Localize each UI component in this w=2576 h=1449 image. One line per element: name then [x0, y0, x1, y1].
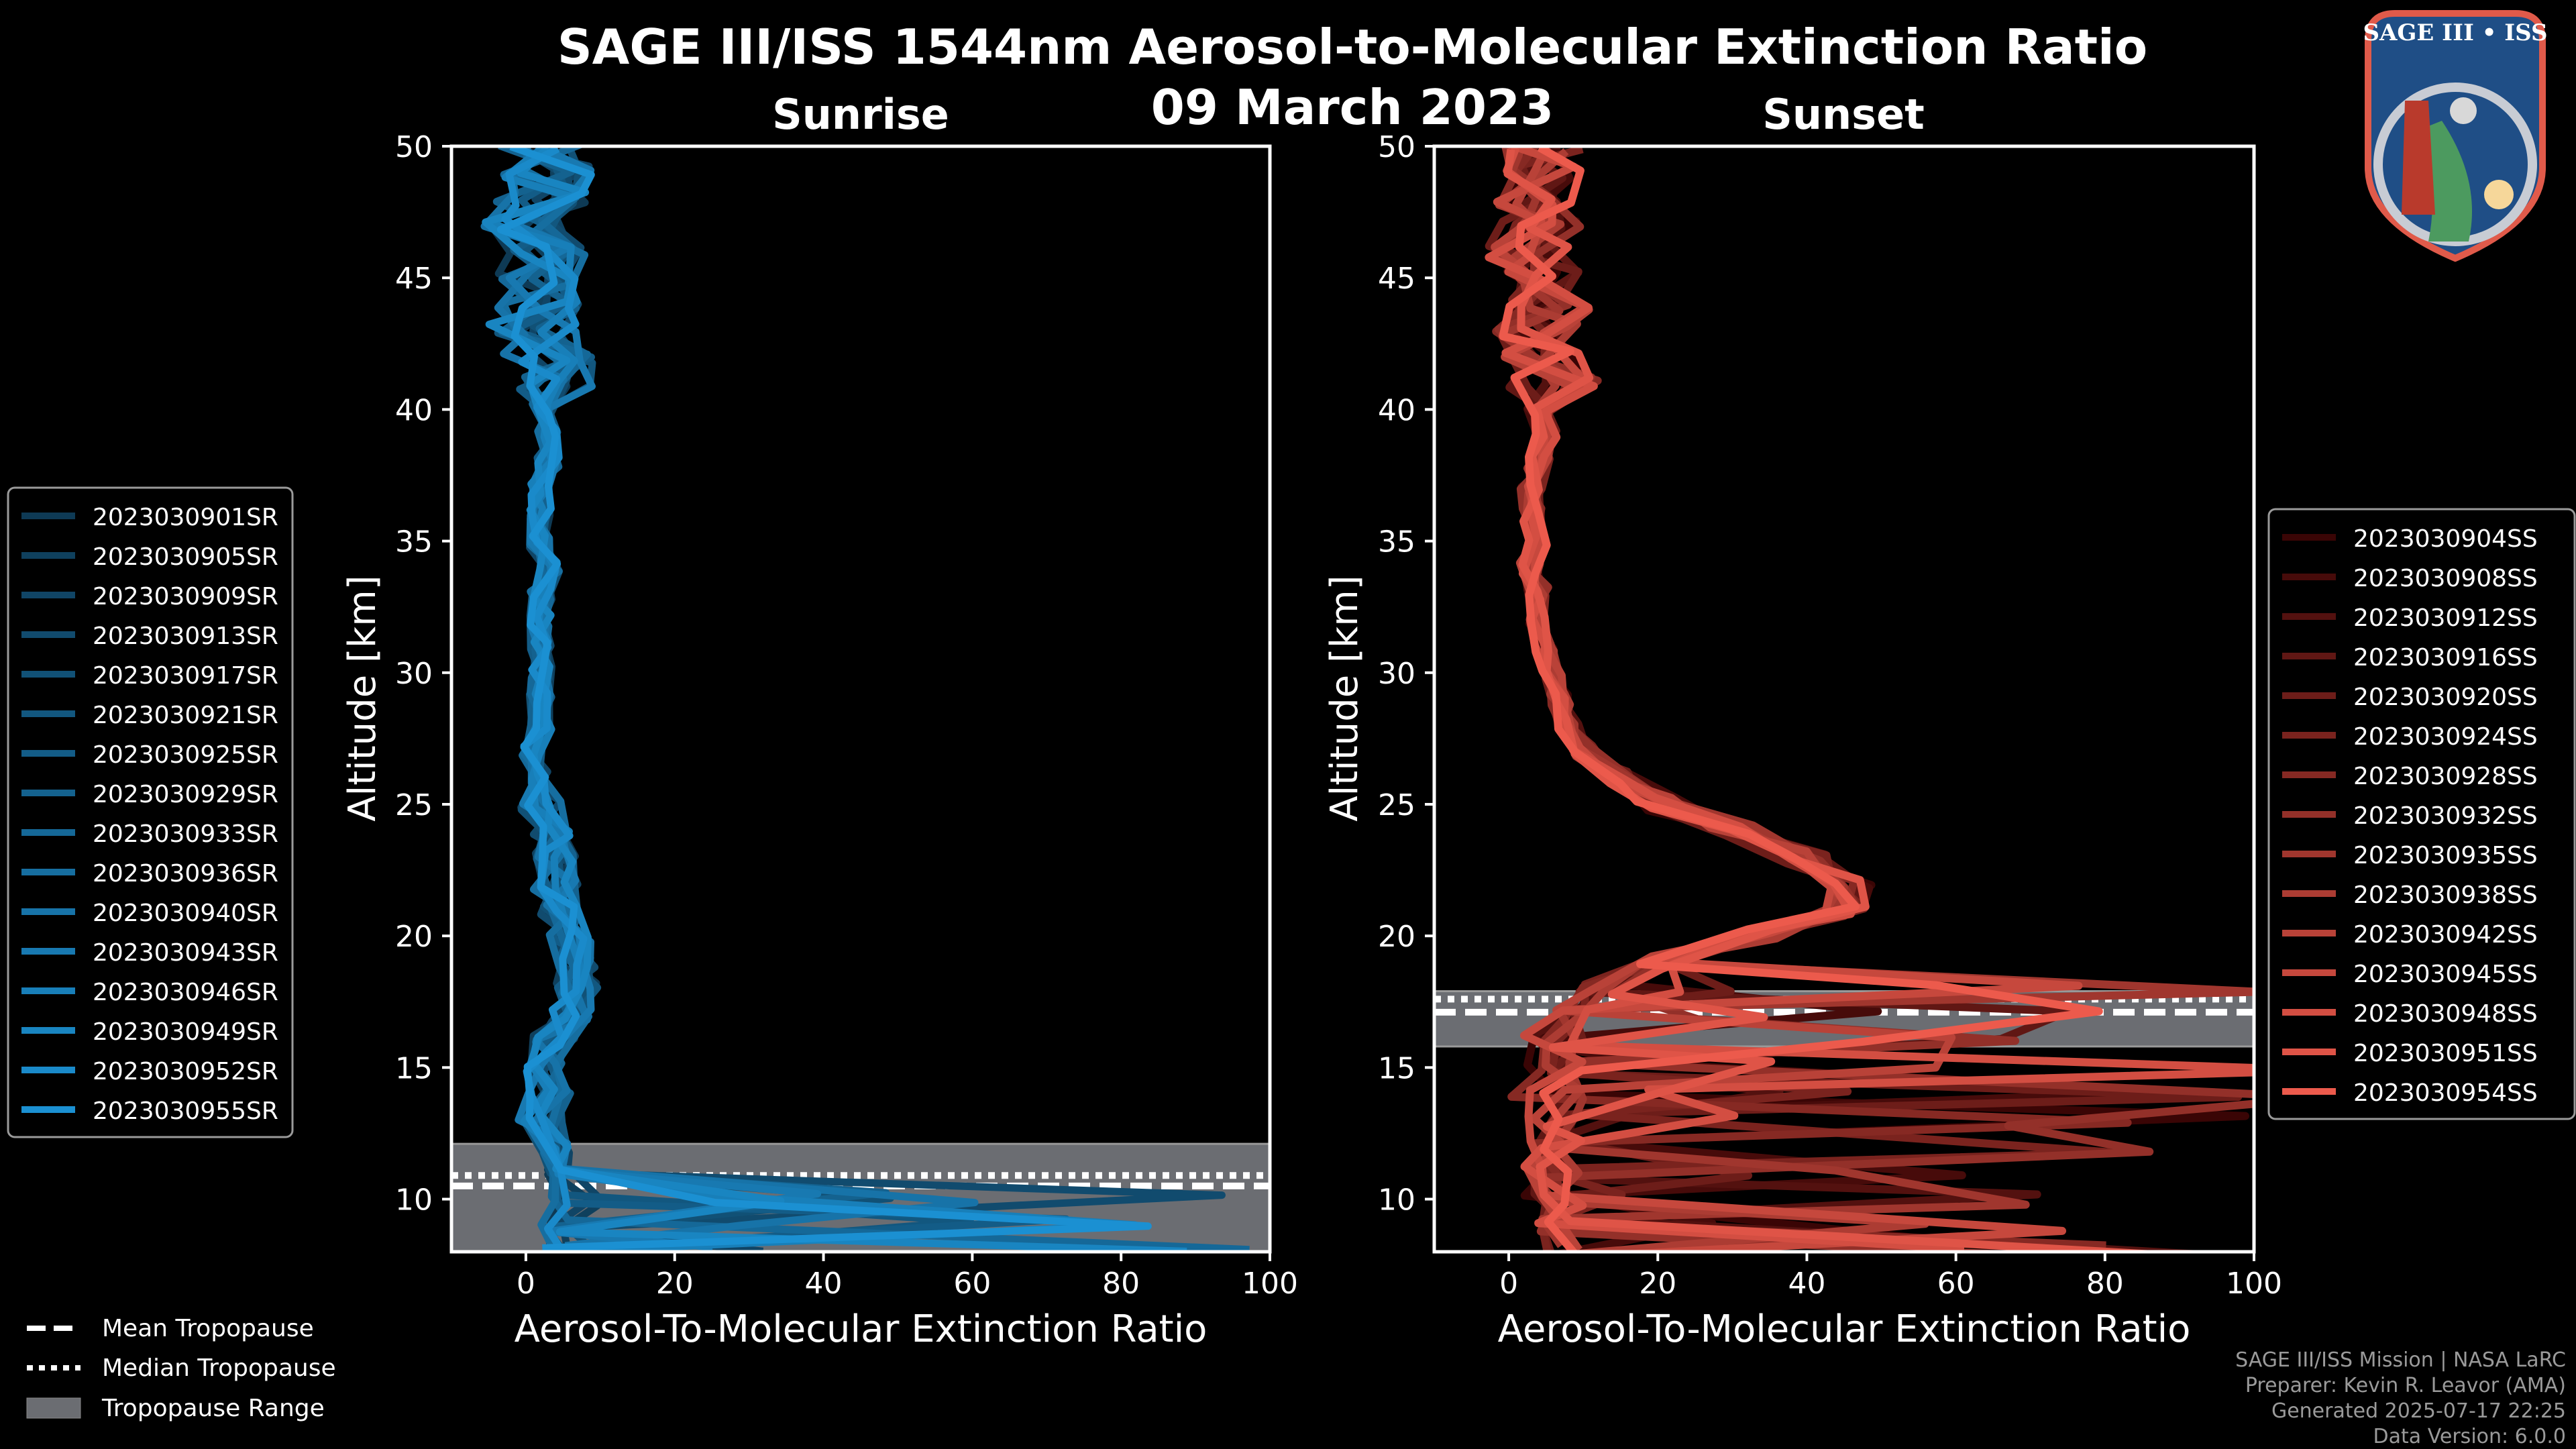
x-axis-label: Aerosol-To-Molecular Extinction Ratio [515, 1307, 1208, 1351]
y-tick-label: 15 [1378, 1051, 1415, 1085]
sunrise-legend: 2023030901SR 2023030905SR 2023030909SR 2023… [7, 486, 294, 1138]
legend-label: 2023030916SS [2353, 644, 2538, 672]
tropopause-range-label: Tropopause Range [101, 1395, 325, 1422]
legend-label: 2023030954SS [2353, 1079, 2538, 1107]
profile-line-2023030925SR [509, 148, 1070, 1252]
sunset-axes-frame [1432, 144, 2256, 1254]
x-axis-label: Aerosol-To-Molecular Extinction Ratio [1498, 1307, 2191, 1351]
profile-line-2023030913SR [510, 146, 1226, 1251]
y-tick-label: 50 [1378, 130, 1415, 164]
y-tick-label: 35 [1378, 525, 1415, 559]
sunset-panel: 0 20 40 60 80 100 10 15 20 25 30 35 40 45 50 Aerosol-To… [1323, 130, 2576, 1351]
legend-label: 2023030940SR [93, 900, 278, 927]
x-tick-label: 80 [1102, 1267, 1140, 1301]
legend-label: 2023030913SR [93, 623, 278, 650]
x-tick-label: 40 [1788, 1267, 1825, 1301]
x-tick-label: 100 [1242, 1267, 1298, 1301]
legend-label: 2023030917SR [93, 662, 278, 690]
legend-label: 2023030932SS [2353, 802, 2538, 830]
sunrise-panel: 0 20 40 60 80 100 10 15 20 25 30 35 40 45 50 Aerosol-To… [7, 130, 1298, 1351]
legend-label: 2023030905SR [93, 543, 278, 571]
svg-text:SAGE III • ISS: SAGE III • ISS [2363, 19, 2547, 46]
sunrise-panel-title: Sunrise [772, 90, 949, 139]
legend-label: 2023030924SS [2353, 723, 2538, 751]
profile-line-2023030954SS [1499, 146, 2103, 1252]
x-tick-label: 20 [1639, 1267, 1676, 1301]
y-tick-label: 20 [395, 920, 433, 954]
legend-label: 2023030933SR [93, 820, 278, 848]
sunset-panel-title: Sunset [1762, 90, 1925, 139]
mean-tropopause-label: Mean Tropopause [102, 1315, 314, 1342]
legend-label: 2023030901SR [93, 504, 278, 531]
figure-date: 09 March 2023 [1151, 79, 1554, 136]
y-tick-label: 50 [395, 130, 433, 164]
sunset-legend: 2023030904SS 2023030908SS 2023030912SS 2023… [2267, 508, 2576, 1120]
y-tick-label: 40 [1378, 393, 1415, 427]
y-axis-label: Altitude [km] [1323, 575, 1366, 821]
footer-mission: SAGE III/ISS Mission | NASA LaRC [2235, 1348, 2566, 1372]
legend-label: 2023030949SR [93, 1018, 278, 1046]
footer-generated: Generated 2025-07-17 22:25 [2271, 1399, 2566, 1423]
footer-preparer: Preparer: Kevin R. Leavor (AMA) [2245, 1374, 2566, 1397]
profile-line-2023030938SS [1495, 148, 1929, 1252]
y-tick-label: 45 [1378, 262, 1415, 296]
x-tick-label: 100 [2226, 1267, 2282, 1301]
y-tick-label: 10 [395, 1183, 433, 1218]
profile-line-2023030949SR [482, 146, 1187, 1252]
y-tick-label: 40 [395, 393, 433, 427]
legend-label: 2023030946SR [93, 979, 278, 1006]
legend-box [7, 486, 294, 1138]
footer-data-version: Data Version: 6.0.0 [2373, 1425, 2566, 1448]
legend-label: 2023030938SS [2353, 881, 2538, 909]
sage-iii-iss-logo: SAGE III • ISS [2363, 10, 2548, 262]
y-tick-label: 10 [1378, 1183, 1415, 1218]
y-tick-label: 30 [395, 657, 433, 691]
x-tick-label: 60 [1937, 1267, 1975, 1301]
legend-label: 2023030936SR [93, 860, 278, 888]
y-tick-label: 20 [1378, 920, 1415, 954]
legend-label: 2023030945SS [2353, 961, 2538, 988]
x-tick-label: 20 [656, 1267, 694, 1301]
y-tick-label: 25 [395, 788, 433, 822]
profile-line-2023030955SR [496, 146, 1152, 1252]
profile-line-2023030946SR [484, 146, 1139, 1252]
profile-line-2023030933SR [498, 146, 1250, 1252]
legend-label: 2023030921SR [93, 702, 278, 729]
legend-label: 2023030909SR [93, 583, 278, 610]
legend-label: 2023030942SS [2353, 921, 2538, 949]
y-tick-label: 30 [1378, 657, 1415, 691]
sunrise-axes-frame [449, 144, 1272, 1254]
legend-label: 2023030951SS [2353, 1040, 2538, 1067]
legend-label: 2023030955SR [93, 1097, 278, 1125]
y-tick-label: 15 [395, 1051, 433, 1085]
legend-label: 2023030929SR [93, 781, 278, 808]
x-tick-label: 40 [805, 1267, 843, 1301]
legend-label: 2023030904SS [2353, 525, 2538, 553]
tropopause-legend: Mean Tropopause Median Tropopause Tropop… [26, 1315, 336, 1422]
legend-label: 2023030920SS [2353, 684, 2538, 711]
legend-label: 2023030943SR [93, 939, 278, 967]
footer: SAGE III/ISS Mission | NASA LaRC Prepare… [2235, 1348, 2566, 1448]
figure-title: SAGE III/ISS 1544nm Aerosol-to-Molecular… [557, 19, 2147, 75]
legend-label: 2023030952SR [93, 1058, 278, 1085]
legend-label: 2023030948SS [2353, 1000, 2538, 1028]
y-axis-label: Altitude [km] [341, 575, 384, 821]
y-tick-label: 35 [395, 525, 433, 559]
legend-label: 2023030928SS [2353, 763, 2538, 790]
legend-label: 2023030925SR [93, 741, 278, 769]
y-tick-label: 25 [1378, 788, 1415, 822]
x-tick-label: 0 [517, 1267, 535, 1301]
legend-label: 2023030912SS [2353, 604, 2538, 632]
x-tick-label: 60 [953, 1267, 991, 1301]
x-tick-label: 0 [1499, 1267, 1518, 1301]
legend-label: 2023030935SS [2353, 842, 2538, 869]
tropopause-range-swatch [26, 1397, 81, 1419]
y-tick-label: 45 [395, 262, 433, 296]
legend-box [2267, 508, 2576, 1120]
median-tropopause-label: Median Tropopause [102, 1354, 336, 1382]
x-tick-label: 80 [2086, 1267, 2124, 1301]
legend-label: 2023030908SS [2353, 565, 2538, 592]
